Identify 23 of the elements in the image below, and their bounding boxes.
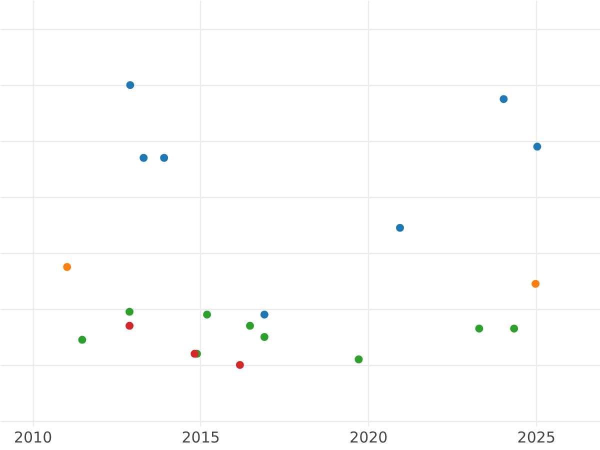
point [500,95,508,104]
point [260,310,268,319]
point [532,280,540,288]
x-tick-label: 2010 [14,428,52,446]
point [140,154,148,162]
point [126,322,134,330]
point [475,324,484,333]
point [510,324,518,333]
point [260,333,268,341]
x-tick-label: 2015 [182,428,220,446]
x-tick-label: 2020 [350,428,388,446]
point [63,263,72,272]
point [396,224,404,232]
point [354,355,363,364]
point [246,322,254,330]
point [160,154,168,162]
point [126,81,134,90]
x-tick-label: 2025 [517,428,556,446]
point [203,310,212,319]
point [236,360,244,369]
point [78,336,86,344]
point [126,308,134,316]
point [533,142,542,151]
